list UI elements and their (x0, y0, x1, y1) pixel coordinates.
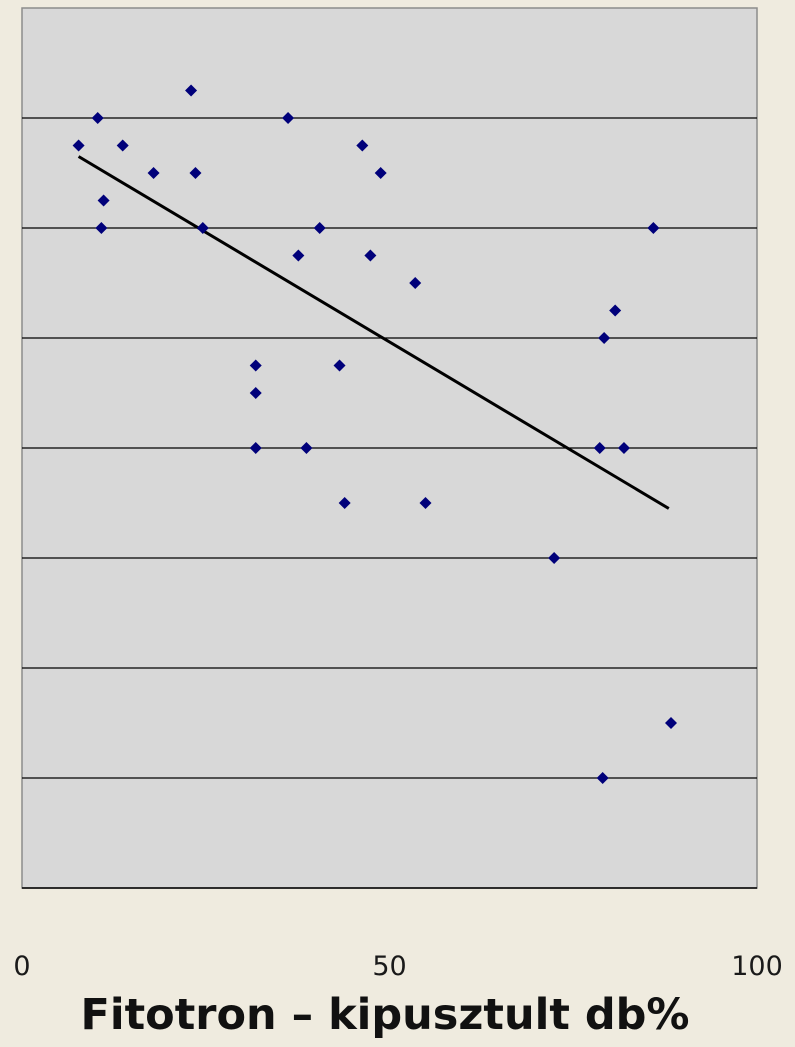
data-point (95, 222, 108, 234)
data-point (249, 442, 262, 454)
x-axis-ticks: 0 50 100 (13, 951, 782, 982)
data-point (91, 112, 104, 124)
data-point (374, 167, 387, 179)
data-point (300, 442, 313, 454)
data-point (189, 167, 202, 179)
data-point (249, 359, 262, 372)
data-point (313, 222, 326, 234)
data-points (72, 84, 678, 784)
data-point (282, 112, 295, 124)
data-point (409, 277, 422, 289)
x-tick-label: 0 (13, 951, 30, 982)
data-point (609, 304, 622, 317)
data-point (338, 497, 351, 509)
data-point (356, 139, 369, 152)
x-tick-label: 100 (731, 951, 783, 982)
data-point (185, 84, 198, 97)
data-point (598, 332, 611, 344)
x-tick-label: 50 (372, 951, 406, 982)
trendline (77, 155, 670, 510)
data-point (97, 194, 110, 207)
data-point (647, 222, 660, 234)
gridlines (22, 117, 757, 779)
data-point (617, 442, 630, 454)
data-point (419, 497, 432, 509)
data-point (72, 139, 85, 152)
data-point (364, 249, 377, 262)
data-point (292, 249, 305, 262)
data-point (548, 552, 561, 564)
trendline-group (77, 155, 670, 510)
data-point (249, 387, 262, 399)
data-point (665, 717, 678, 729)
x-axis-title: Fitotron – kipusztult db% (81, 990, 690, 1040)
data-point (596, 772, 609, 784)
data-point (333, 359, 346, 372)
data-point (593, 442, 606, 454)
data-point (147, 167, 160, 179)
data-point (196, 222, 209, 234)
data-point (116, 139, 129, 152)
